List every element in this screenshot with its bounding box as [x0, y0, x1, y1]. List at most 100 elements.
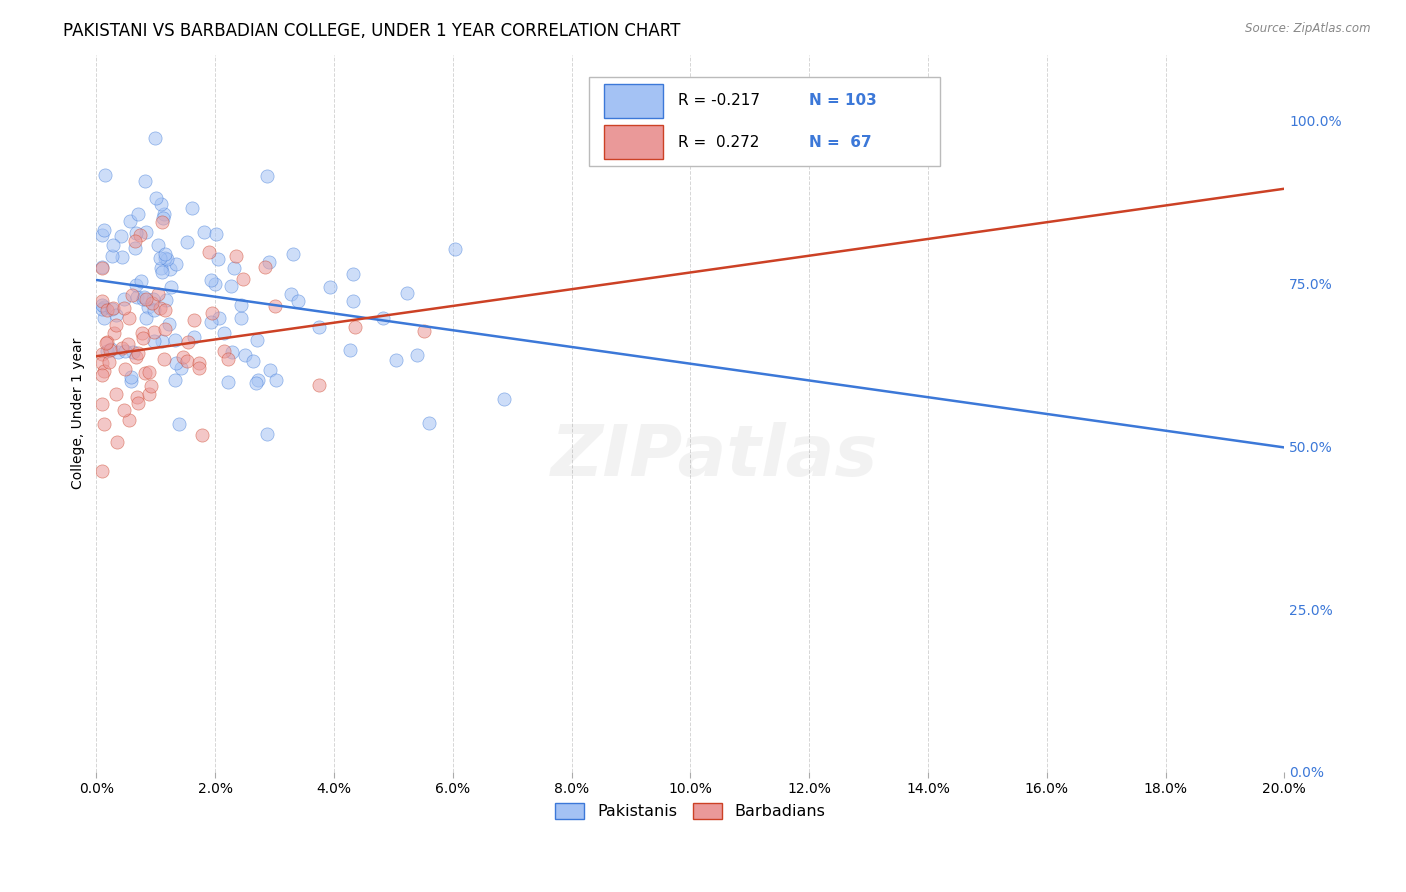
- Point: [176, 354, 198, 368]
- Point: [418, 416, 440, 430]
- Point: [165, 257, 187, 271]
- Point: [308, 319, 330, 334]
- Point: [145, 191, 167, 205]
- Point: [131, 274, 153, 288]
- Point: [94, 336, 117, 351]
- Point: [121, 345, 143, 359]
- Point: [135, 292, 157, 306]
- Point: [131, 326, 153, 340]
- Point: [104, 308, 127, 322]
- Point: [412, 324, 434, 338]
- Point: [91, 228, 114, 243]
- Point: [125, 226, 148, 240]
- Point: [155, 247, 177, 261]
- Point: [91, 298, 114, 312]
- Point: [167, 417, 190, 432]
- Point: [152, 211, 174, 225]
- Point: [156, 252, 179, 266]
- Point: [91, 464, 114, 478]
- Point: [371, 311, 394, 326]
- Point: [91, 397, 114, 411]
- Point: [256, 426, 278, 441]
- Point: [218, 376, 240, 390]
- Point: [141, 379, 163, 393]
- Point: [406, 347, 429, 361]
- Point: [100, 248, 122, 262]
- Point: [159, 262, 181, 277]
- Point: [91, 346, 114, 360]
- Point: [107, 345, 129, 359]
- Point: [104, 318, 127, 332]
- Point: [176, 235, 198, 249]
- Point: [117, 336, 139, 351]
- Point: [198, 245, 221, 260]
- Point: [125, 278, 148, 293]
- Point: [135, 225, 157, 239]
- Text: PAKISTANI VS BARBADIAN COLLEGE, UNDER 1 YEAR CORRELATION CHART: PAKISTANI VS BARBADIAN COLLEGE, UNDER 1 …: [63, 22, 681, 40]
- Point: [149, 197, 172, 211]
- Point: [112, 301, 135, 316]
- Point: [96, 344, 118, 359]
- Point: [183, 330, 205, 344]
- Point: [253, 260, 276, 274]
- Point: [246, 333, 269, 347]
- Point: [135, 311, 157, 326]
- Point: [136, 300, 159, 314]
- Point: [264, 374, 287, 388]
- Point: [100, 342, 122, 356]
- Point: [172, 350, 194, 364]
- Point: [245, 376, 267, 391]
- Point: [118, 413, 141, 427]
- Text: R =  0.272: R = 0.272: [679, 135, 759, 150]
- Point: [157, 317, 180, 331]
- Point: [91, 356, 114, 370]
- Point: [93, 363, 115, 377]
- Point: [149, 260, 172, 275]
- Point: [98, 343, 121, 357]
- Point: [127, 345, 149, 359]
- Point: [118, 213, 141, 227]
- Point: [103, 238, 125, 252]
- Point: [494, 392, 516, 406]
- Point: [134, 366, 156, 380]
- Point: [150, 265, 173, 279]
- Point: [308, 378, 330, 392]
- FancyBboxPatch shape: [589, 77, 939, 166]
- Point: [181, 201, 204, 215]
- Point: [259, 363, 281, 377]
- Point: [142, 326, 165, 340]
- Point: [138, 387, 160, 401]
- Point: [183, 312, 205, 326]
- Point: [204, 277, 226, 292]
- Point: [132, 290, 155, 304]
- Point: [96, 334, 118, 349]
- Point: [208, 311, 231, 326]
- Point: [112, 403, 135, 417]
- FancyBboxPatch shape: [603, 84, 664, 118]
- Legend: Pakistanis, Barbadians: Pakistanis, Barbadians: [548, 797, 832, 826]
- Point: [191, 427, 214, 442]
- Point: [205, 227, 228, 241]
- Point: [221, 345, 243, 359]
- Point: [93, 417, 115, 431]
- Point: [132, 330, 155, 344]
- Text: Source: ZipAtlas.com: Source: ZipAtlas.com: [1246, 22, 1371, 36]
- Point: [188, 356, 211, 370]
- Point: [91, 302, 114, 317]
- Point: [118, 311, 141, 326]
- Point: [134, 174, 156, 188]
- Point: [125, 390, 148, 404]
- Point: [233, 348, 256, 362]
- Point: [93, 300, 115, 314]
- Point: [339, 343, 361, 357]
- Point: [193, 225, 215, 239]
- Point: [165, 373, 187, 387]
- Point: [212, 343, 235, 358]
- Point: [124, 234, 146, 248]
- Point: [319, 280, 342, 294]
- Point: [91, 261, 114, 276]
- Point: [343, 319, 366, 334]
- Point: [177, 334, 200, 349]
- Point: [129, 227, 152, 242]
- Point: [212, 326, 235, 340]
